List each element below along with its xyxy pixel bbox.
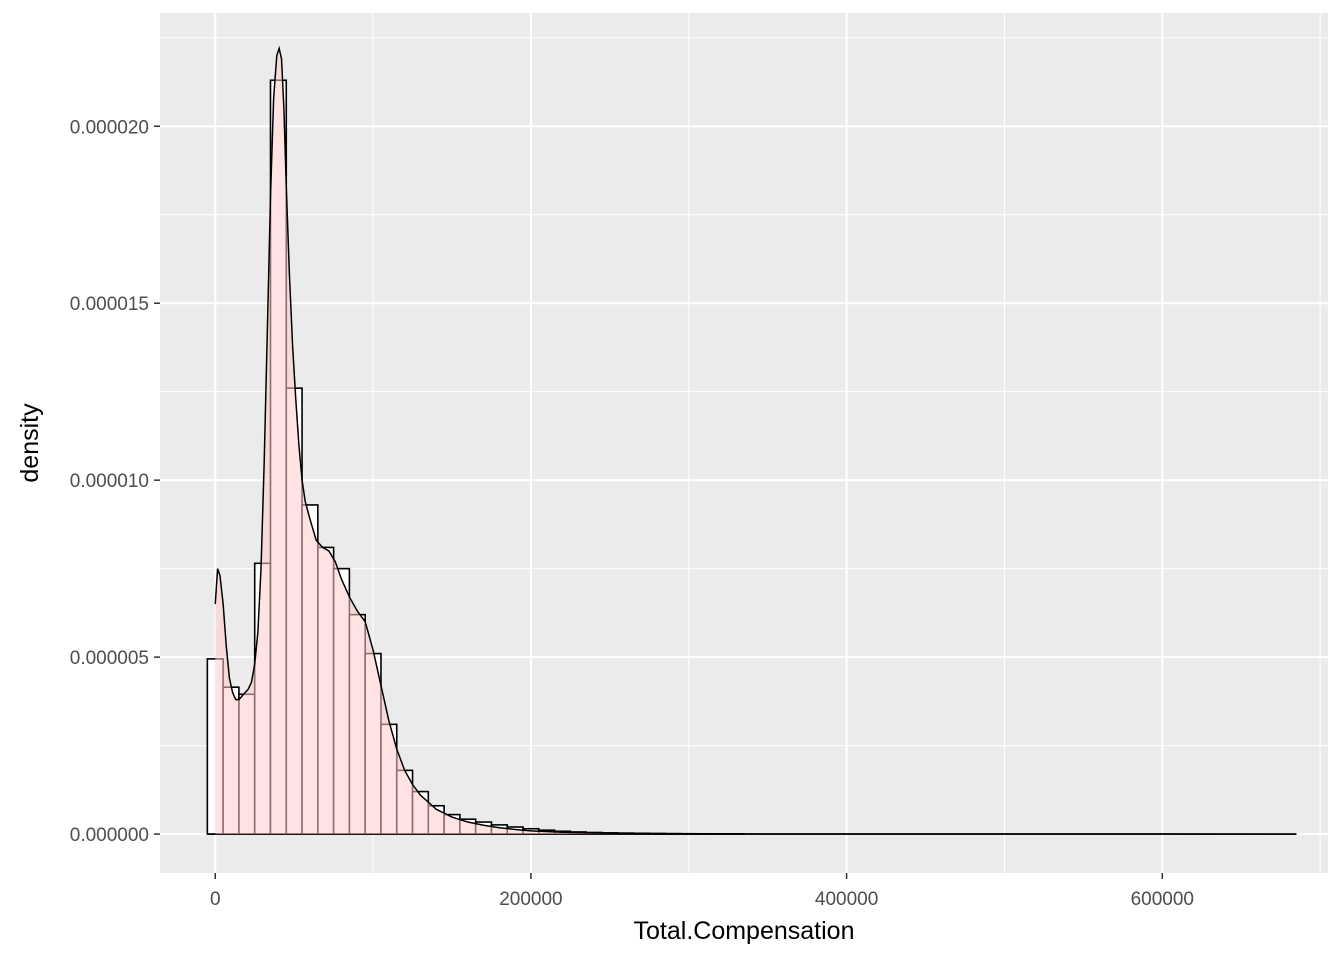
x-tick-label: 0 <box>210 889 221 910</box>
y-axis-title: density <box>16 403 44 483</box>
x-tick-label: 400000 <box>815 889 878 910</box>
y-tick-label: 0.000005 <box>70 648 149 669</box>
y-tick-label: 0.000020 <box>70 117 149 138</box>
density-line <box>214 45 1297 835</box>
y-axis-ticks: 0.000000 0.000005 0.000010 0.000015 0.000020 <box>70 117 160 846</box>
density-area <box>215 48 1297 835</box>
density-curve-group <box>214 45 1297 835</box>
x-axis-title: Total.Compensation <box>634 917 855 945</box>
y-tick-label: 0.000015 <box>70 294 149 315</box>
y-tick-label: 0.000010 <box>70 471 149 492</box>
minor-gridlines <box>160 13 1328 873</box>
x-tick-label: 200000 <box>499 889 562 910</box>
x-axis-ticks: 0 200000 400000 600000 <box>210 873 1194 910</box>
x-tick-label: 600000 <box>1131 889 1194 910</box>
y-tick-label: 0.000000 <box>70 825 149 846</box>
